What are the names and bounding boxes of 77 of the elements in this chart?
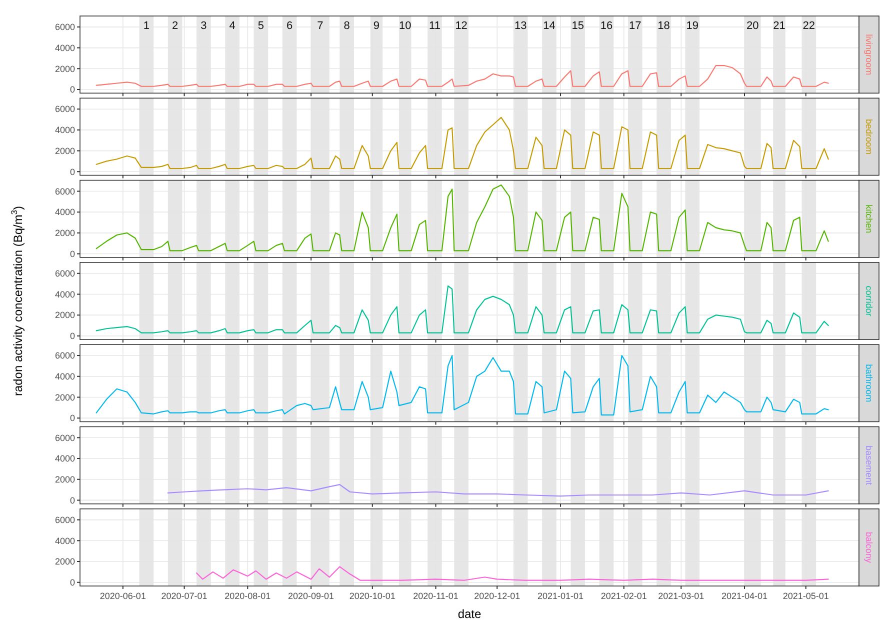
y-tick-label: 6000: [54, 514, 75, 525]
band-label: 4: [229, 20, 236, 32]
band-label: 12: [455, 20, 468, 32]
y-tick-label: 4000: [54, 207, 75, 218]
y-tick-label: 0: [70, 84, 75, 95]
band-label: 7: [317, 20, 324, 32]
y-tick-label: 6000: [54, 350, 75, 361]
text: corridor: [864, 286, 874, 316]
text: bedroom: [864, 118, 874, 154]
x-tick-label: 2020-09-01: [288, 591, 334, 601]
line-series: [96, 354, 829, 416]
band-label: 14: [543, 20, 556, 32]
band-label: 8: [344, 20, 350, 32]
band-label: 2: [172, 20, 178, 32]
y-tick-label: 2000: [54, 64, 75, 74]
band-label: 3: [200, 20, 207, 32]
x-tick-label: 2020-08-01: [224, 591, 271, 601]
text: livingroom: [864, 34, 874, 76]
y-tick-label: 6000: [54, 268, 75, 279]
band-label: 18: [658, 20, 670, 32]
band-label: 20: [746, 20, 759, 32]
band-label: 19: [686, 20, 698, 32]
y-tick-label: 0: [70, 495, 75, 506]
band-label: 11: [429, 20, 440, 32]
y-tick-label: 2000: [54, 556, 75, 567]
y-tick-label: 2000: [54, 228, 75, 238]
line-series: [167, 484, 829, 497]
y-tick-label: 6000: [54, 432, 75, 443]
y-tick-label: 0: [70, 248, 75, 259]
band-label: 5: [258, 20, 264, 32]
text: bathroom: [864, 364, 874, 402]
x-tick-label: 2020-10-01: [349, 591, 396, 601]
band-label: 22: [802, 20, 816, 32]
y-tick-label: 6000: [54, 22, 75, 32]
line-series: [96, 64, 829, 87]
band-label: 16: [600, 20, 613, 32]
x-tick-label: 2020-12-01: [474, 591, 520, 601]
x-tick-label: 2021-01-01: [537, 591, 584, 601]
y-tick-label: 6000: [54, 186, 75, 196]
band-label: 17: [628, 20, 642, 32]
band-label: 1: [143, 20, 150, 32]
y-tick-label: 0: [70, 166, 75, 177]
y-tick-label: 4000: [54, 125, 75, 136]
x-tick-label: 2021-05-01: [782, 591, 829, 601]
line-series: [96, 184, 829, 252]
x-axis-title: date: [458, 607, 482, 621]
line-series: [196, 566, 829, 581]
y-tick-label: 4000: [54, 289, 75, 300]
y-tick-label: 4000: [54, 536, 75, 546]
band-label: 10: [398, 20, 412, 32]
y-tick-label: 2000: [54, 474, 75, 485]
text: kitchen: [864, 204, 874, 234]
y-tick-label: 6000: [54, 104, 75, 114]
x-tick-label: 2020-11-01: [413, 591, 458, 601]
x-tick-label: 2020-06-01: [100, 591, 146, 601]
y-tick-label: 2000: [54, 392, 75, 402]
band-label: 13: [514, 20, 527, 32]
band-label: 9: [373, 20, 380, 32]
y-tick-label: 0: [70, 578, 75, 588]
band-label: 6: [286, 20, 293, 32]
y-tick-label: 0: [70, 331, 75, 342]
line-series: [96, 116, 829, 170]
y-tick-label: 0: [70, 413, 75, 424]
text: basement: [864, 446, 874, 486]
y-tick-label: 2000: [54, 146, 75, 156]
line-series: [96, 285, 829, 334]
y-tick-label: 4000: [54, 42, 75, 53]
y-tick-label: 4000: [54, 372, 75, 382]
text: balcony: [864, 532, 874, 564]
band-label: 21: [773, 20, 786, 32]
y-tick-label: 2000: [54, 310, 75, 320]
band-label: 15: [572, 20, 584, 32]
x-tick-label: 2021-03-01: [658, 591, 704, 601]
y-tick-label: 4000: [54, 454, 75, 464]
x-tick-label: 2021-02-01: [600, 591, 647, 601]
x-tick-label: 2021-04-01: [721, 591, 768, 601]
x-tick-label: 2020-07-01: [161, 591, 208, 601]
